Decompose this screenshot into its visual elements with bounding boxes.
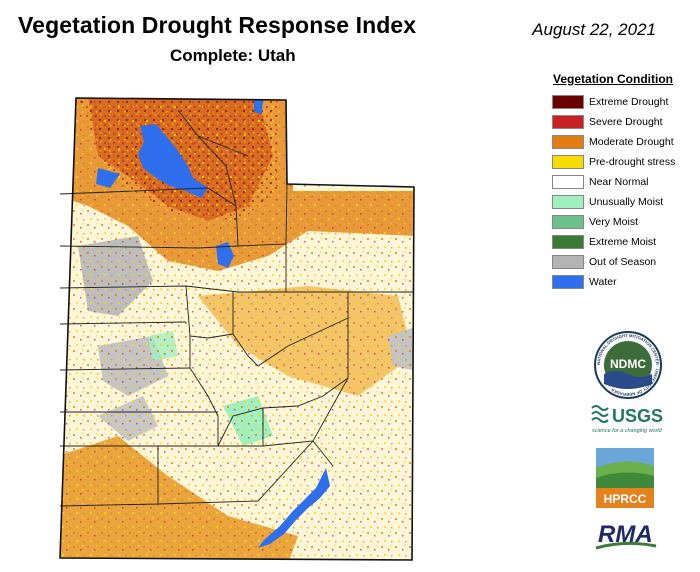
usgs-logo: USGS science for a changing world <box>591 405 663 434</box>
map-subtitle: Complete: Utah <box>170 46 296 65</box>
legend-title: Vegetation Condition <box>553 72 673 86</box>
legend-label: Unusually Moist <box>589 196 664 208</box>
legend-label: Moderate Drought <box>589 136 674 148</box>
utah-lake <box>216 242 234 268</box>
bear-lake <box>254 100 263 114</box>
legend-item: Unusually Moist <box>552 192 692 212</box>
legend-swatch <box>552 235 584 249</box>
legend-item: Severe Drought <box>552 112 692 132</box>
salt-lake-west-arm <box>96 168 120 188</box>
utah-map <box>59 97 415 561</box>
rma-logo: RMA <box>595 521 657 550</box>
great-salt-lake <box>138 124 208 198</box>
ndmc-logo-text: NDMC <box>610 357 646 371</box>
legend-swatch <box>552 275 584 289</box>
county-boundaries <box>59 109 414 507</box>
legend-swatch <box>552 115 584 129</box>
legend-label: Extreme Drought <box>589 96 669 108</box>
map-date: August 22, 2021 <box>532 20 656 39</box>
legend-label: Extreme Moist <box>589 236 657 248</box>
legend-swatch <box>552 255 584 269</box>
legend-item: Extreme Drought <box>552 92 692 112</box>
legend-item: Extreme Moist <box>552 232 692 252</box>
legend-item: Water <box>552 272 692 292</box>
legend-swatch <box>552 95 584 109</box>
legend-swatch <box>552 195 584 209</box>
ndmc-logo: NDMC NATIONAL DROUGHT MITIGATION CENTER … <box>594 331 662 399</box>
usgs-logo-text: USGS <box>612 406 663 426</box>
legend-label: Pre-drought stress <box>589 156 676 168</box>
legend-label: Water <box>589 276 617 288</box>
legend-swatch <box>552 155 584 169</box>
usgs-tagline: science for a changing world <box>592 428 663 434</box>
hprcc-logo-text: HPRCC <box>604 492 647 506</box>
legend-label: Near Normal <box>589 176 649 188</box>
legend-swatch <box>552 135 584 149</box>
legend-item: Moderate Drought <box>552 132 692 152</box>
legend-item: Very Moist <box>552 212 692 232</box>
legend-label: Very Moist <box>589 216 639 228</box>
legend-swatch <box>552 175 584 189</box>
map-title: Vegetation Drought Response Index <box>18 12 417 38</box>
legend-swatch <box>552 215 584 229</box>
legend: Vegetation Condition Extreme Drought Seve… <box>552 72 692 292</box>
legend-label: Out of Season <box>589 256 657 268</box>
lake-powell <box>258 468 330 548</box>
legend-label: Severe Drought <box>589 116 663 128</box>
legend-item: Near Normal <box>552 172 692 192</box>
hprcc-logo: HPRCC <box>596 448 654 508</box>
legend-item: Out of Season <box>552 252 692 272</box>
legend-item: Pre-drought stress <box>552 152 692 172</box>
